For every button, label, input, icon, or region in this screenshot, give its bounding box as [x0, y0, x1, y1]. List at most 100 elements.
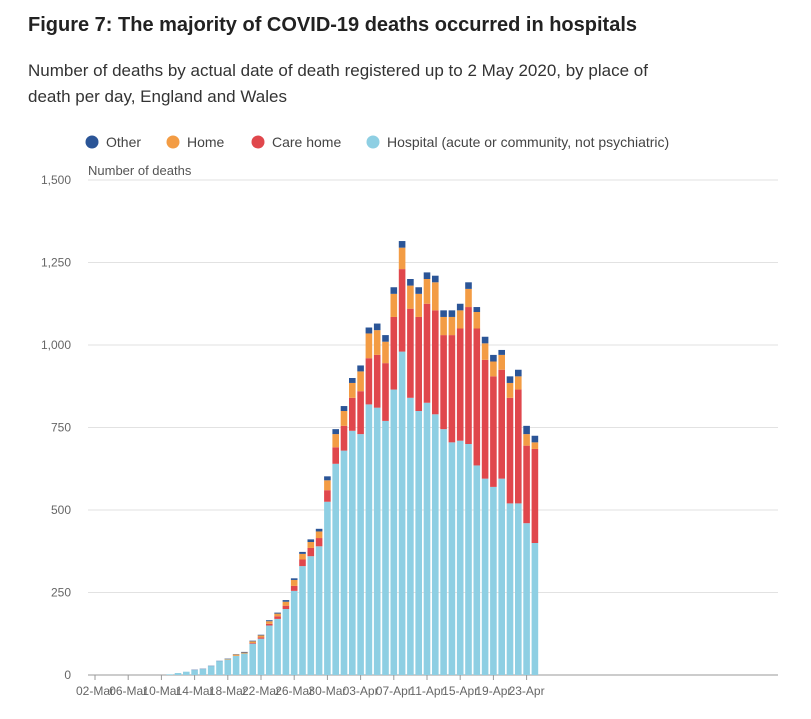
legend-swatch: [251, 135, 265, 149]
bar-segment: [523, 523, 530, 675]
bar-segment: [448, 335, 456, 443]
bar-segment: [365, 358, 373, 405]
bar-segment: [407, 308, 414, 398]
bar-segment: [498, 354, 505, 370]
legend-swatch: [166, 135, 180, 149]
bar-segment: [224, 659, 232, 675]
bar-segment: [382, 420, 389, 675]
y-tick-label: 1,000: [41, 338, 71, 352]
bar-segment: [332, 447, 339, 464]
bar-segment: [506, 503, 514, 675]
legend-label: Care home: [272, 134, 341, 150]
bar-segment: [523, 425, 530, 435]
legend-label: Other: [106, 134, 141, 150]
bar-segment: [357, 434, 364, 675]
bar-segment: [274, 613, 281, 617]
bar-segment: [523, 434, 530, 446]
bar-segment: [299, 553, 306, 560]
bar-segment: [282, 600, 290, 602]
bar-segment: [473, 312, 481, 329]
bar-segment: [324, 501, 331, 675]
bar-segment: [257, 637, 265, 639]
bar-segment: [191, 670, 198, 675]
bar-segment: [357, 365, 364, 372]
bar-segment: [473, 307, 481, 312]
bar-segment: [266, 623, 273, 626]
chart-title: Figure 7: The majority of COVID-19 death…: [28, 14, 638, 36]
bar-segment: [332, 429, 339, 435]
bar-segment: [481, 336, 489, 344]
bar-segment: [481, 478, 489, 675]
y-tick-label: 500: [51, 503, 71, 517]
bar-segment: [241, 651, 248, 653]
bar-segment: [274, 616, 281, 619]
x-axis: 02-Mar06-Mar10-Mar14-Mar18-Mar22-Mar26-M…: [76, 675, 545, 698]
bar-segment: [432, 310, 439, 415]
bar-segment: [324, 490, 331, 502]
bar-segment: [490, 376, 497, 487]
y-tick-label: 1,500: [41, 173, 71, 187]
bar-segment: [481, 359, 489, 479]
bar-segment: [506, 397, 514, 504]
bar-segment: [307, 539, 315, 543]
bar-segment: [365, 333, 373, 359]
bar-segment: [465, 444, 472, 675]
bar-segment: [257, 638, 265, 675]
bar-segment: [398, 351, 406, 675]
bar-segment: [515, 503, 522, 675]
bar-segment: [398, 247, 406, 270]
legend-swatch: [366, 135, 380, 149]
bar-segment: [207, 666, 215, 675]
bar-segment: [415, 316, 422, 411]
bar-segment: [349, 382, 356, 398]
bar-segment: [332, 463, 339, 675]
x-tick-label: 07-Apr: [376, 684, 412, 698]
bar-segment: [423, 279, 431, 304]
bar-segment: [448, 310, 456, 317]
bar-segment: [440, 316, 447, 336]
bar-segment: [274, 618, 281, 675]
bar-segment: [490, 361, 497, 377]
bar-segment: [481, 343, 489, 360]
bar-segment: [407, 279, 414, 286]
bar-segment: [282, 605, 290, 609]
bar-segment: [448, 316, 456, 336]
bar-segment: [456, 328, 464, 441]
bar-segment: [382, 363, 389, 421]
x-tick-label: 15-Apr: [442, 684, 478, 698]
bar-segment: [315, 528, 323, 532]
bar-segment: [249, 643, 256, 675]
bar-segment: [415, 287, 422, 294]
bars: [166, 241, 539, 675]
x-tick-label: 06-Mar: [109, 684, 147, 698]
bar-segment: [274, 612, 281, 614]
bar-segment: [282, 601, 290, 606]
bar-segment: [340, 450, 348, 675]
bar-segment: [531, 543, 539, 675]
bar-segment: [299, 566, 306, 675]
bar-segment: [432, 414, 439, 675]
bar-segment: [440, 335, 447, 430]
bar-segment: [390, 389, 398, 675]
bar-segment: [423, 303, 431, 403]
bar-segment: [423, 402, 431, 675]
bar-segment: [506, 376, 514, 383]
bar-segment: [440, 310, 447, 317]
bar-segment: [415, 293, 422, 317]
bar-segment: [423, 272, 431, 279]
bar-segment: [216, 661, 223, 675]
bar-segment: [456, 310, 464, 329]
bar-segment: [232, 655, 240, 675]
bar-segment: [307, 547, 315, 557]
x-tick-label: 19-Apr: [475, 684, 511, 698]
bar-segment: [531, 442, 539, 449]
bar-segment: [249, 642, 256, 644]
x-tick-label: 11-Apr: [409, 684, 444, 698]
y-axis-ticks: 0 250 500 750 1,000 1,250 1,500: [41, 173, 71, 682]
bar-segment: [349, 397, 356, 431]
bar-segment: [382, 341, 389, 364]
bar-segment: [515, 389, 522, 504]
bar-segment: [349, 378, 356, 383]
bar-segment: [174, 673, 182, 675]
bar-segment: [407, 397, 414, 675]
